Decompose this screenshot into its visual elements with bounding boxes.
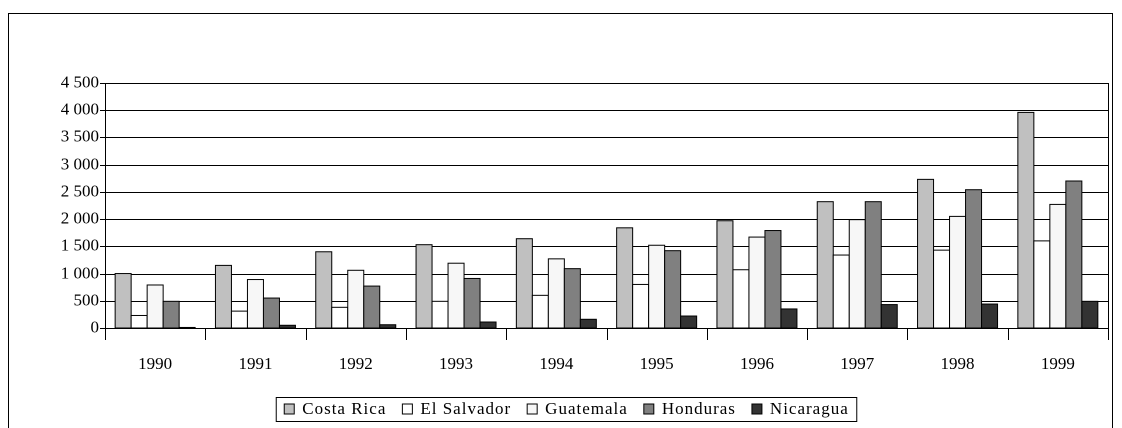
bar: [447, 262, 465, 329]
bar: [949, 215, 967, 329]
bar: [162, 300, 180, 329]
x-tick-label: 1999: [1041, 354, 1075, 373]
legend-label: El Salvador: [420, 399, 511, 418]
bar: [832, 254, 850, 329]
bar: [716, 220, 734, 329]
bar: [764, 230, 782, 329]
legend-box: [275, 397, 858, 422]
bar: [278, 324, 296, 329]
bar: [917, 178, 935, 329]
y-tick-label: 1 000: [61, 263, 99, 282]
x-tick-label: 1995: [640, 354, 674, 373]
x-tick-label: 1998: [941, 354, 975, 373]
legend-swatch: [401, 403, 413, 415]
bar: [262, 297, 280, 329]
bar: [748, 236, 766, 329]
bar: [515, 238, 533, 329]
y-tick-label: 2 500: [61, 181, 99, 200]
bar: [780, 308, 798, 329]
bar: [981, 303, 999, 329]
bar: [379, 324, 397, 329]
y-tick-label: 1 500: [61, 235, 99, 254]
legend-label: Guatemala: [545, 399, 628, 418]
bar: [214, 264, 232, 329]
bar: [246, 279, 264, 329]
legend-swatch: [643, 403, 655, 415]
bar: [1081, 300, 1099, 329]
bar: [965, 189, 983, 329]
bar: [531, 294, 549, 329]
legend-label: Honduras: [662, 399, 736, 418]
legend-label: Costa Rica: [302, 399, 386, 418]
bar: [431, 300, 449, 329]
bar: [347, 269, 365, 329]
bar: [864, 201, 882, 329]
x-tick-label: 1994: [539, 354, 574, 373]
bar: [1049, 203, 1067, 329]
x-tick-label: 1992: [339, 354, 373, 373]
bar: [130, 314, 148, 329]
bar: [664, 250, 682, 329]
y-tick-label: 4 000: [61, 99, 99, 118]
bar: [680, 315, 698, 329]
bar: [880, 304, 898, 329]
bar: [816, 201, 834, 329]
x-tick-label: 1991: [238, 354, 272, 373]
bar: [1017, 111, 1035, 329]
y-tick-label: 500: [74, 290, 100, 309]
legend-label: Nicaragua: [770, 399, 849, 418]
y-tick-label: 4 500: [61, 72, 99, 91]
chart-frame: [8, 13, 1113, 428]
bar: [1033, 240, 1051, 329]
y-tick-label: 3 500: [61, 126, 99, 145]
bar: [315, 251, 333, 329]
x-tick-label: 1996: [740, 354, 774, 373]
bar: [632, 283, 650, 329]
bar: [579, 318, 597, 329]
y-tick-label: 2 000: [61, 208, 99, 227]
bar: [616, 227, 634, 329]
legend-swatch: [283, 403, 295, 415]
y-tick-label: 0: [91, 317, 100, 336]
bar: [463, 277, 481, 329]
bar: [363, 285, 381, 329]
y-tick-label: 3 000: [61, 154, 99, 173]
bar: [146, 284, 164, 329]
bar: [114, 273, 132, 329]
bar: [1065, 180, 1083, 329]
legend-swatch: [751, 403, 763, 415]
bar: [563, 268, 581, 329]
x-tick-label: 1990: [138, 354, 172, 373]
bar: [230, 310, 248, 329]
bar: [732, 269, 750, 329]
bar: [415, 244, 433, 329]
bar: [547, 258, 565, 329]
x-tick-label: 1993: [439, 354, 473, 373]
bar: [933, 249, 951, 329]
bar: [331, 306, 349, 329]
bar: [848, 219, 866, 329]
x-tick-label: 1997: [840, 354, 875, 373]
bar: [648, 244, 666, 329]
bar: [178, 326, 196, 329]
bar: [479, 321, 497, 329]
legend-swatch: [526, 403, 538, 415]
